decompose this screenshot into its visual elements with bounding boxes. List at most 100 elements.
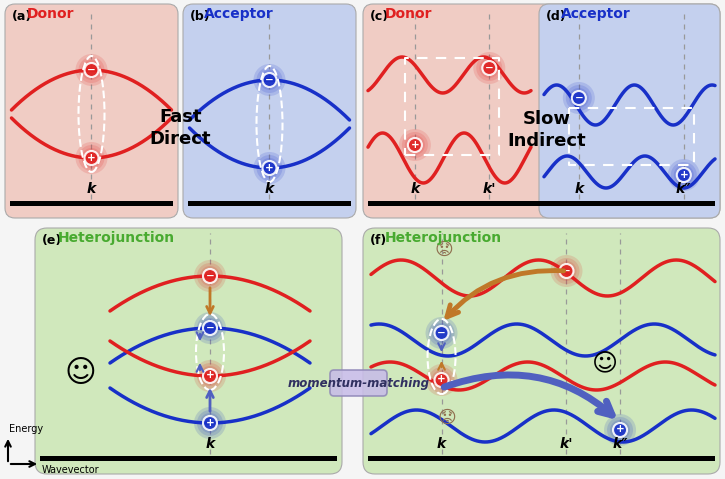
Circle shape — [604, 414, 636, 446]
Text: Heterojunction: Heterojunction — [385, 231, 502, 245]
Circle shape — [200, 413, 220, 433]
FancyBboxPatch shape — [5, 4, 178, 218]
Text: k: k — [410, 182, 420, 196]
Text: −: − — [206, 322, 215, 332]
Text: (b): (b) — [190, 10, 211, 23]
Text: k': k' — [560, 437, 573, 451]
Circle shape — [566, 85, 592, 111]
Text: +: + — [206, 370, 215, 380]
Circle shape — [402, 132, 428, 158]
Text: ☺: ☺ — [64, 358, 96, 388]
Text: +: + — [679, 170, 688, 180]
Circle shape — [194, 407, 226, 439]
Circle shape — [75, 142, 107, 174]
Circle shape — [557, 261, 576, 281]
Circle shape — [200, 366, 220, 386]
Text: k: k — [437, 437, 446, 451]
Circle shape — [610, 420, 630, 440]
Bar — [188, 201, 351, 206]
Circle shape — [572, 91, 586, 105]
FancyBboxPatch shape — [35, 228, 342, 474]
Circle shape — [431, 323, 452, 343]
Text: +: + — [410, 139, 419, 149]
Text: (e): (e) — [42, 234, 62, 247]
Text: (f): (f) — [370, 234, 387, 247]
FancyBboxPatch shape — [183, 4, 356, 218]
Text: momentum-matching: momentum-matching — [288, 376, 429, 389]
Text: +: + — [437, 375, 446, 385]
Text: k″: k″ — [613, 437, 628, 451]
Text: Acceptor: Acceptor — [204, 7, 274, 21]
Circle shape — [194, 260, 226, 292]
Circle shape — [81, 60, 102, 80]
Circle shape — [200, 266, 220, 286]
FancyBboxPatch shape — [330, 370, 387, 396]
Bar — [368, 456, 715, 461]
Bar — [10, 201, 173, 206]
Circle shape — [560, 264, 573, 278]
Text: −: − — [206, 271, 215, 281]
Text: (d): (d) — [546, 10, 567, 23]
Circle shape — [203, 416, 217, 430]
Circle shape — [479, 58, 500, 78]
FancyBboxPatch shape — [539, 4, 720, 218]
Text: 😟: 😟 — [434, 241, 453, 259]
Circle shape — [200, 318, 220, 338]
Circle shape — [399, 129, 431, 161]
Circle shape — [85, 151, 99, 165]
Text: −: − — [265, 75, 274, 84]
Text: +: + — [87, 152, 96, 162]
Text: +: + — [616, 424, 624, 434]
Circle shape — [260, 70, 280, 90]
Circle shape — [426, 317, 457, 349]
Text: Fast
Direct: Fast Direct — [150, 108, 211, 148]
Circle shape — [78, 57, 104, 83]
Circle shape — [257, 67, 283, 93]
Circle shape — [262, 161, 276, 175]
Circle shape — [203, 321, 217, 335]
Circle shape — [194, 360, 226, 392]
Circle shape — [194, 312, 226, 344]
Text: (c): (c) — [370, 10, 389, 23]
Circle shape — [476, 55, 502, 81]
Text: Wavevector: Wavevector — [42, 465, 99, 475]
Circle shape — [203, 369, 217, 383]
Circle shape — [431, 370, 452, 390]
Circle shape — [553, 258, 579, 284]
Circle shape — [550, 255, 582, 287]
Circle shape — [426, 364, 457, 396]
Circle shape — [613, 423, 627, 437]
Circle shape — [203, 269, 217, 283]
Circle shape — [434, 326, 449, 340]
Circle shape — [677, 168, 691, 182]
Circle shape — [473, 52, 505, 84]
Circle shape — [408, 138, 422, 152]
Text: k″: k″ — [676, 182, 692, 196]
Circle shape — [75, 54, 107, 86]
Text: +: + — [265, 162, 274, 172]
Circle shape — [78, 145, 104, 171]
Circle shape — [197, 363, 223, 389]
Circle shape — [563, 82, 594, 114]
Circle shape — [197, 263, 223, 289]
Text: 😟: 😟 — [437, 409, 456, 427]
Text: k: k — [205, 437, 215, 451]
Circle shape — [607, 417, 633, 443]
Circle shape — [257, 155, 283, 181]
Text: k': k' — [483, 182, 496, 196]
Circle shape — [262, 73, 276, 87]
Circle shape — [254, 152, 286, 184]
Circle shape — [197, 315, 223, 341]
Text: k: k — [87, 182, 96, 196]
Circle shape — [197, 410, 223, 436]
Circle shape — [671, 162, 697, 188]
Text: Energy: Energy — [9, 424, 43, 434]
Text: −: − — [485, 62, 494, 72]
FancyBboxPatch shape — [363, 228, 720, 474]
Text: −: − — [562, 265, 571, 275]
Circle shape — [254, 64, 286, 96]
Text: ☺: ☺ — [592, 351, 618, 375]
Circle shape — [668, 159, 700, 191]
Circle shape — [260, 158, 280, 178]
Circle shape — [434, 373, 449, 387]
